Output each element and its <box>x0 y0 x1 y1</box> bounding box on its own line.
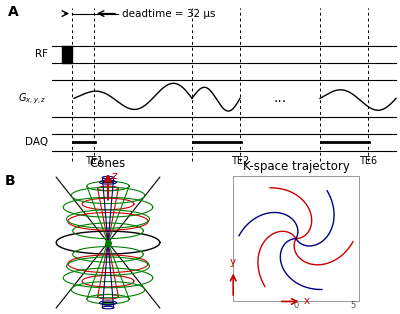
Text: z: z <box>111 171 117 181</box>
Text: DAQ: DAQ <box>25 138 48 148</box>
Text: K-space trajectory: K-space trajectory <box>242 160 350 173</box>
Text: y: y <box>230 257 236 267</box>
Bar <box>62 46 72 63</box>
Text: Cones: Cones <box>90 157 126 170</box>
Text: $G_{x,y,z}$: $G_{x,y,z}$ <box>18 91 46 106</box>
Text: TE6: TE6 <box>359 156 377 166</box>
Text: B: B <box>5 174 16 188</box>
Text: x: x <box>304 296 310 306</box>
Text: 5: 5 <box>350 301 356 311</box>
Text: deadtime = 32 μs: deadtime = 32 μs <box>122 8 216 19</box>
Text: TE1: TE1 <box>85 156 103 166</box>
Text: RF: RF <box>35 49 48 59</box>
Text: 0: 0 <box>293 301 299 311</box>
Text: TE2: TE2 <box>231 156 249 166</box>
Text: A: A <box>8 5 19 19</box>
Text: ...: ... <box>274 91 286 105</box>
